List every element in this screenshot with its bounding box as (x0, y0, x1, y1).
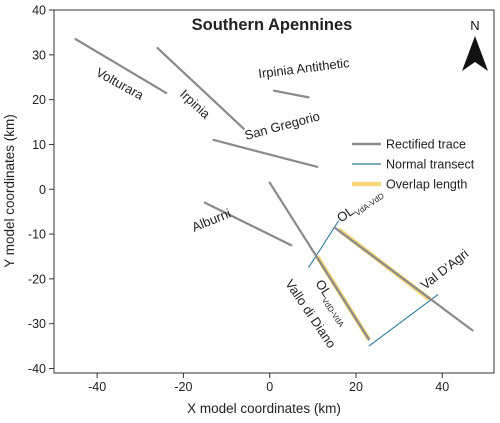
legend-label-overlap-length: Overlap length (386, 178, 467, 192)
plot-frame (53, 9, 495, 374)
overlap-label: OLVdA-VdD (334, 184, 386, 228)
val-d-agri-rectified-trace-line (333, 226, 474, 332)
fault-label: Irpinia (177, 86, 214, 122)
x-tick-label: 20 (349, 380, 363, 394)
fault-label: San Gregorio (243, 108, 322, 143)
legend: Rectified trace Normal transect Overlap … (352, 138, 475, 192)
x-tick-label: 40 (435, 380, 449, 394)
san-gregorio-rectified-trace-line (212, 138, 319, 168)
x-axis-label: X model coordinates (km) (187, 401, 341, 416)
x-tick-label: -20 (174, 380, 192, 394)
north-arrow: N (462, 18, 488, 71)
y-tick-label: -10 (28, 228, 46, 242)
irpinia-antithetic-rectified-trace-line (272, 89, 310, 99)
y-tick-label: 0 (39, 183, 46, 197)
north-label: N (470, 18, 479, 33)
x-tick-label: 0 (266, 380, 273, 394)
y-tick-label: -40 (28, 362, 46, 376)
legend-label-rectified-trace: Rectified trace (386, 138, 466, 152)
chart-title: Southern Apennines (192, 16, 353, 34)
fault-label: Irpinia Antithetic (257, 55, 350, 81)
fault-label: Alburni (190, 206, 233, 235)
y-tick-label: 40 (32, 4, 46, 18)
ticks-layer: -40 -20 0 20 40 -40 -30 -20 -10 0 10 20 30 40 (28, 4, 449, 395)
y-tick-label: 30 (32, 48, 46, 62)
y-tick-label: -20 (28, 272, 46, 286)
north-arrow-icon (462, 36, 488, 71)
x-tick-label: -40 (88, 380, 106, 394)
volturara-rectified-trace-line (74, 38, 168, 95)
fault-label: Val D'Agri (418, 246, 472, 293)
legend-label-normal-transect: Normal transect (386, 158, 475, 172)
normal-transect-line (368, 294, 439, 347)
vallo-di-diano-rectified-trace-line (268, 181, 371, 341)
normal-transect-line (308, 220, 340, 268)
y-tick-label: -30 (28, 317, 46, 331)
lines-layer (74, 38, 474, 347)
alburni-rectified-trace-line (203, 201, 293, 247)
irpinia-rectified-trace-line (156, 46, 245, 130)
y-axis-label: Y model coordinates (km) (2, 114, 17, 268)
y-tick-label: 10 (32, 138, 46, 152)
fault-label: Volturara (94, 64, 147, 103)
y-tick-label: 20 (32, 93, 46, 107)
